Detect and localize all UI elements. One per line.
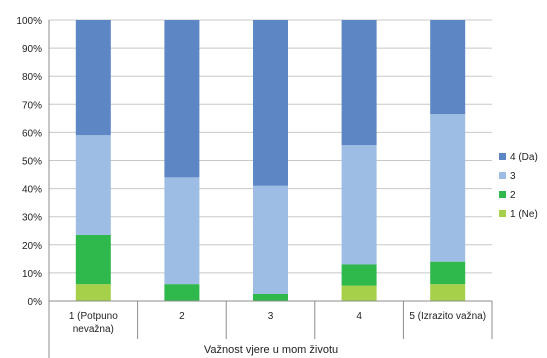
bar-segment xyxy=(253,293,288,301)
legend-swatch xyxy=(499,191,506,198)
bar-segment xyxy=(75,234,111,285)
bar-segment xyxy=(341,145,377,265)
y-tick-label: 90% xyxy=(22,44,42,55)
legend-label: 2 xyxy=(510,190,516,201)
legend-label: 4 (Da) xyxy=(510,152,538,163)
x-axis-title: Važnost vjere u mom životu xyxy=(204,344,338,356)
y-axis: 0% 10% 20% 30% 40% 50% 60% 70% 80% 90% 100% xyxy=(16,16,50,308)
bar-segment xyxy=(164,20,200,178)
y-tick-label: 70% xyxy=(22,100,42,111)
legend-swatch xyxy=(499,172,506,179)
bar-segment xyxy=(75,20,111,136)
y-tick-label: 80% xyxy=(22,72,42,83)
x-tick-label: 4 xyxy=(356,311,362,322)
bar-segment xyxy=(341,264,377,286)
bar-segment xyxy=(253,185,288,294)
bar-segment xyxy=(341,285,377,301)
bar-segment xyxy=(430,114,466,262)
bar-segment xyxy=(430,20,466,115)
legend-label: 1 (Ne) xyxy=(510,209,538,220)
bar-segment xyxy=(430,284,466,301)
y-tick-label: 30% xyxy=(22,213,42,224)
x-tick-label: 2 xyxy=(179,311,185,322)
y-tick-label: 0% xyxy=(28,297,43,308)
y-tick-label: 60% xyxy=(22,128,42,139)
bar-segment xyxy=(75,284,111,301)
y-tick-label: 20% xyxy=(22,241,42,252)
bar-segment xyxy=(253,20,288,186)
x-axis: 1 (Potpuno nevažna) 2 3 4 5 (Izrazito važna) xyxy=(48,300,493,358)
y-tick-label: 100% xyxy=(16,16,42,27)
y-tick-label: 40% xyxy=(22,185,42,196)
bars xyxy=(75,20,466,301)
bar-segment xyxy=(75,135,111,235)
y-tick-label: 10% xyxy=(22,269,42,280)
legend: 4 (Da) 3 2 1 (Ne) xyxy=(499,152,538,220)
y-tick-label: 50% xyxy=(22,157,42,168)
x-tick-label: 5 (Izrazito važna) xyxy=(409,311,486,322)
bar-segment xyxy=(341,20,377,146)
legend-swatch xyxy=(499,153,506,160)
legend-swatch xyxy=(499,210,506,217)
x-tick-label: 1 (Potpuno xyxy=(69,311,118,322)
legend-label: 3 xyxy=(510,171,516,182)
x-tick-label: nevažna) xyxy=(73,324,114,335)
bar-segment xyxy=(164,177,200,285)
bar-segment xyxy=(430,261,466,285)
x-tick-label: 3 xyxy=(268,311,274,322)
bar-segment xyxy=(164,284,200,301)
